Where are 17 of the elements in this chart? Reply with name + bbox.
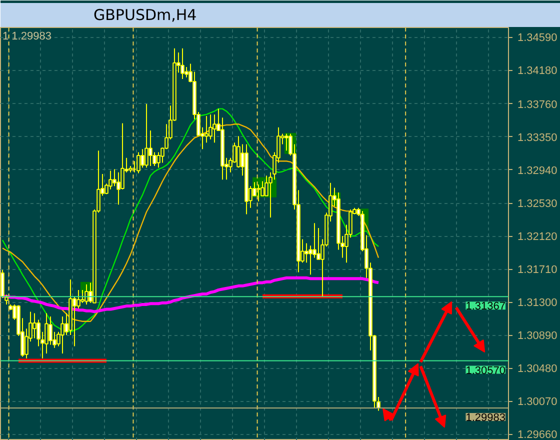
y-tick-label: 1.32530 <box>518 198 558 210</box>
chart-title: GBPUSDm,H4 <box>94 6 197 24</box>
y-tick-label: 1.33350 <box>518 132 558 144</box>
y-tick-label: 1.34180 <box>518 65 558 78</box>
y-tick-label: 1.31300 <box>518 297 558 310</box>
y-tick-label: 1.31710 <box>518 264 558 276</box>
y-tick-label: 1.34590 <box>518 32 558 44</box>
annotation: 1 1.29983 <box>2 30 52 42</box>
y-tick-label: 1.29660 <box>518 429 558 440</box>
y-tick-label: 1.30070 <box>518 396 558 408</box>
y-tick-label: 1.30480 <box>518 363 558 376</box>
ref-line-label: 1.30570 <box>466 364 506 377</box>
y-tick-label: 1.30890 <box>518 330 558 342</box>
y-tick-label: 1.32940 <box>518 164 558 177</box>
y-tick-label: 1.33760 <box>518 98 558 111</box>
y-tick-label: 1.32120 <box>518 231 558 244</box>
ref-line-label: 1.31367 <box>466 300 506 313</box>
